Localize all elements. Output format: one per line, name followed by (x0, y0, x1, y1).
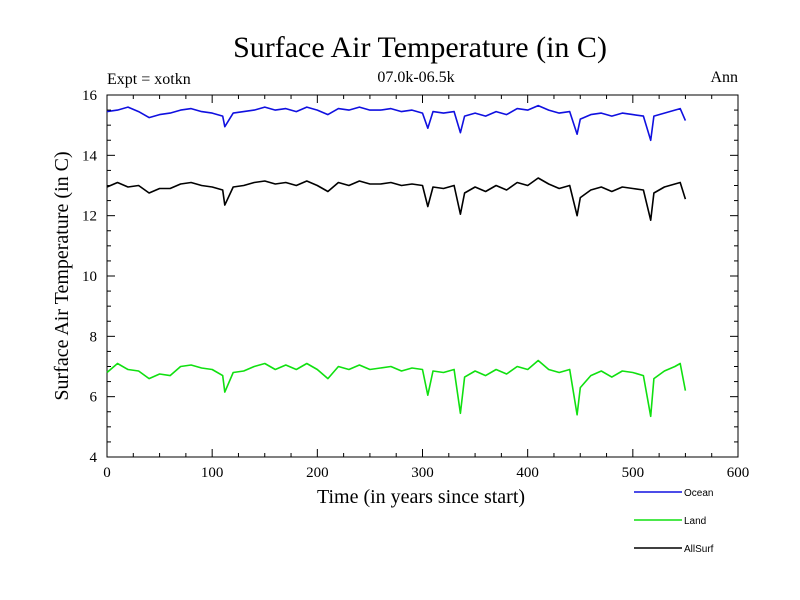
y-tick-label: 14 (82, 148, 98, 164)
period-label: 07.0k-06.5k (377, 69, 454, 86)
x-tick-label: 0 (103, 465, 111, 481)
series-line-land (106, 359, 687, 418)
y-tick-label: 16 (82, 88, 98, 104)
x-tick-label: 500 (622, 465, 645, 481)
x-tick-label: 100 (201, 465, 224, 481)
plot-frame (106, 94, 739, 458)
x-axis-label: Time (in years since start) (317, 486, 525, 508)
legend-label-allsurf: AllSurf (684, 544, 714, 555)
y-tick-label: 10 (82, 269, 97, 285)
y-tick-label: 4 (90, 450, 98, 466)
season-label: Ann (710, 69, 738, 86)
series-layer (106, 104, 687, 418)
y-tick-label: 12 (82, 209, 97, 225)
legend: Ocean Land AllSurf (634, 488, 714, 555)
series-line-ocean (106, 104, 687, 142)
x-tick-label: 400 (516, 465, 539, 481)
y-axis-label: Surface Air Temperature (in C) (51, 151, 73, 400)
ticks-layer: 0 100 200 300 400 500 600 4 6 8 10 12 14 16 (82, 88, 749, 481)
chart-title: Surface Air Temperature (in C) (233, 31, 607, 64)
y-tick-label: 6 (90, 390, 98, 406)
legend-label-ocean: Ocean (684, 488, 713, 499)
y-tick-label: 8 (90, 329, 98, 345)
experiment-label: Expt = xotkn (107, 71, 191, 88)
legend-label-land: Land (684, 516, 706, 527)
plot-area (106, 94, 739, 458)
x-tick-label: 600 (727, 465, 750, 481)
x-tick-label: 300 (411, 465, 434, 481)
x-tick-label: 200 (306, 465, 329, 481)
series-line-allsurf (106, 177, 687, 221)
